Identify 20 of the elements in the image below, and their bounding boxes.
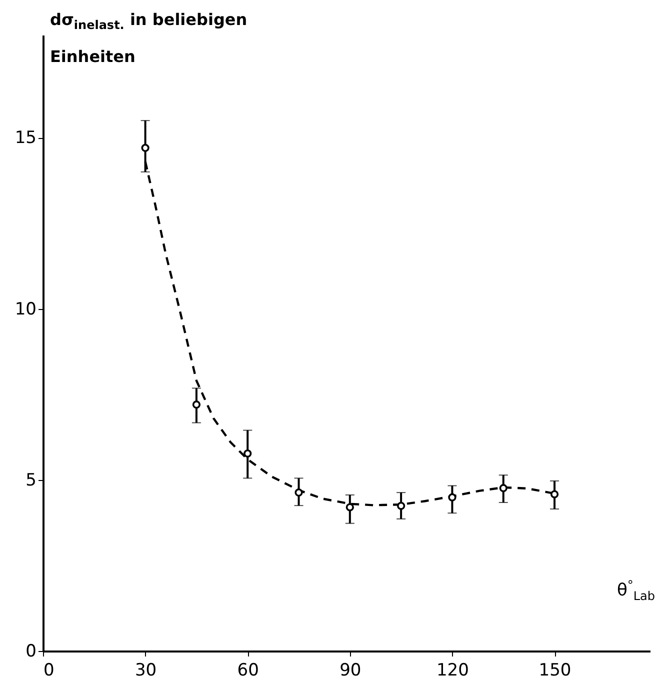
y-tick-label: 10 [14,299,36,320]
x-tick-label: 60 [237,660,259,680]
point [550,490,559,498]
y-tick-label: 15 [14,128,36,148]
x-tick-label: 90 [340,660,362,680]
point [397,502,406,510]
x-tick-label: 120 [436,660,469,680]
point [448,493,456,502]
point [192,400,201,409]
x-tick-label: 150 [538,660,572,680]
x-tick-label: 30 [134,660,157,680]
y-tick-label: 0 [26,642,36,662]
point [346,503,354,512]
y-axis-title: dσ$_{inelast.}$ in beliebigen Einheiten [50,9,248,68]
y-tick-label: 5 [26,470,36,490]
point [499,484,508,492]
point [244,449,252,458]
point [294,488,303,497]
point [141,144,150,152]
x-tick-label: 0 [44,660,54,680]
